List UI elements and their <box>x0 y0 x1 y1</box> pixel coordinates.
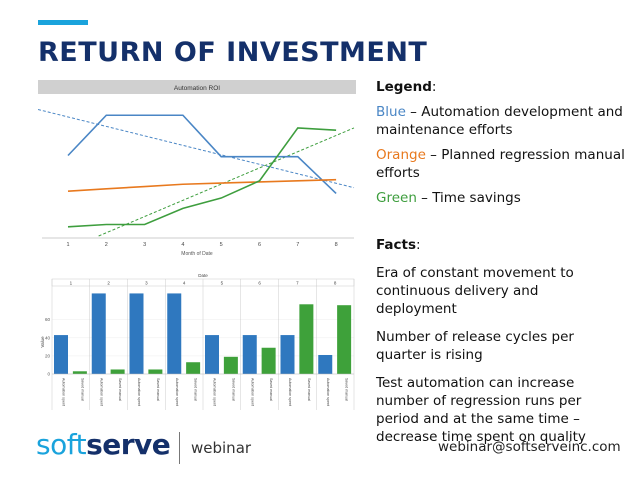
bar-saved <box>261 347 276 374</box>
page-title: RETURN OF INVESTMENT <box>38 37 428 68</box>
category-label: 3 <box>145 281 148 286</box>
legend-color-name: Orange <box>376 147 426 163</box>
bar-caption: Automation spent <box>99 378 103 406</box>
x-tick-label: 3 <box>143 242 146 248</box>
bar-caption: Saved manual <box>80 378 84 401</box>
bar-caption: Saved manual <box>156 378 160 401</box>
bar-caption: Automation spent <box>250 378 254 406</box>
legend-item-blue: Blue – Automation development and mainte… <box>376 103 626 139</box>
category-label: 5 <box>221 281 224 286</box>
line-chart-title: Automation ROI <box>174 85 220 92</box>
bar-automation <box>242 335 257 374</box>
legend-text: – Time savings <box>416 190 521 206</box>
y-tick-label: 60 <box>45 317 51 322</box>
x-tick-label: 4 <box>181 242 184 248</box>
bar-automation <box>129 293 144 374</box>
line-chart-x-label: Month of Date <box>181 251 213 257</box>
softserve-logo: softserve <box>36 428 171 461</box>
legend-panel: Legend: Blue – Automation development an… <box>376 78 626 214</box>
bar-saved <box>72 371 87 374</box>
legend-colon: : <box>431 79 437 95</box>
bar-chart-y-label: Value <box>40 336 45 348</box>
bar-automation <box>54 335 68 374</box>
trendline <box>98 127 355 237</box>
bar-caption: Saved manual <box>231 378 235 401</box>
series-line <box>67 127 337 228</box>
facts-colon: : <box>416 237 421 253</box>
bar-saved <box>148 369 163 374</box>
logo-soft: soft <box>36 428 87 461</box>
bar-caption: Automation spent <box>175 378 179 406</box>
series-line <box>67 114 337 195</box>
bar-caption: Automation spent <box>62 378 66 406</box>
x-tick-label: 2 <box>105 242 108 248</box>
automation-value-bar-chart: Date Value 0 20 40 60 1 Automation spent Saved… <box>38 270 356 412</box>
bar-saved <box>299 304 314 374</box>
bar-caption: Automation spent <box>326 378 330 406</box>
bar-caption: Saved manual <box>345 378 349 401</box>
x-tick-label: 8 <box>335 242 338 248</box>
bar-automation <box>318 354 333 374</box>
category-label: 4 <box>183 281 186 286</box>
logo-serve: serve <box>86 428 171 461</box>
legend-item-green: Green – Time savings <box>376 189 626 207</box>
footer-email-link[interactable]: webinar@softserveinc.com <box>438 439 621 455</box>
bar-caption: Saved manual <box>194 378 198 401</box>
bar-automation <box>91 293 106 374</box>
bar-saved <box>186 362 201 374</box>
x-tick-label: 7 <box>296 242 299 248</box>
bar-saved <box>110 369 125 374</box>
category-label: 6 <box>258 281 261 286</box>
category-label: 7 <box>296 281 299 286</box>
legend-text: – Automation development and maintenance… <box>376 104 623 138</box>
bar-automation <box>167 293 182 374</box>
category-label: 8 <box>334 281 337 286</box>
bar-caption: Automation spent <box>288 378 292 406</box>
legend-color-name: Blue <box>376 104 406 120</box>
y-tick-label: 0 <box>47 372 50 377</box>
trendline <box>38 109 355 189</box>
footer-divider <box>179 432 180 464</box>
bar-chart-svg: Date Value 0 20 40 60 1 Automation spent Saved… <box>40 273 355 410</box>
x-tick-label: 5 <box>220 242 223 248</box>
automation-roi-line-chart: Automation ROI 1 2 3 4 5 6 7 8 Month of Date <box>38 80 356 258</box>
facts-panel: Facts: Era of constant movement to conti… <box>376 236 616 456</box>
facts-heading: Facts <box>376 237 417 253</box>
line-chart-title-bar <box>38 80 356 94</box>
y-tick-label: 20 <box>45 353 51 358</box>
bar-chart-header: Date <box>198 273 208 278</box>
legend-item-orange: Orange – Planned regression manual effor… <box>376 146 626 182</box>
fact-item: Era of constant movement to continuous d… <box>376 265 574 317</box>
footer-webinar-label: webinar <box>191 439 252 457</box>
bar-automation <box>205 335 219 374</box>
y-tick-label: 40 <box>45 335 51 340</box>
bar-caption: Saved manual <box>118 378 122 401</box>
bar-caption: Automation spent <box>213 378 217 406</box>
legend-text: – Planned regression manual efforts <box>376 147 625 181</box>
legend-heading: Legend <box>376 79 432 95</box>
title-accent-bar <box>38 20 88 25</box>
bar-saved <box>223 356 238 374</box>
bar-caption: Saved manual <box>307 378 311 401</box>
bar-caption: Automation spent <box>137 378 141 406</box>
category-label: 1 <box>70 281 73 286</box>
category-label: 2 <box>107 281 110 286</box>
series-line <box>67 178 337 192</box>
legend-color-name: Green <box>376 190 417 206</box>
bar-automation <box>280 335 295 374</box>
x-tick-label: 1 <box>66 242 69 248</box>
x-tick-label: 6 <box>258 242 261 248</box>
bar-saved <box>337 305 352 374</box>
line-chart-svg: Automation ROI 1 2 3 4 5 6 7 8 Month of Date <box>38 80 356 257</box>
bar-caption: Saved manual <box>269 378 273 401</box>
fact-item: Number of release cycles per quarter is … <box>376 329 574 363</box>
fact-item: Test automation can increase number of r… <box>376 375 586 445</box>
